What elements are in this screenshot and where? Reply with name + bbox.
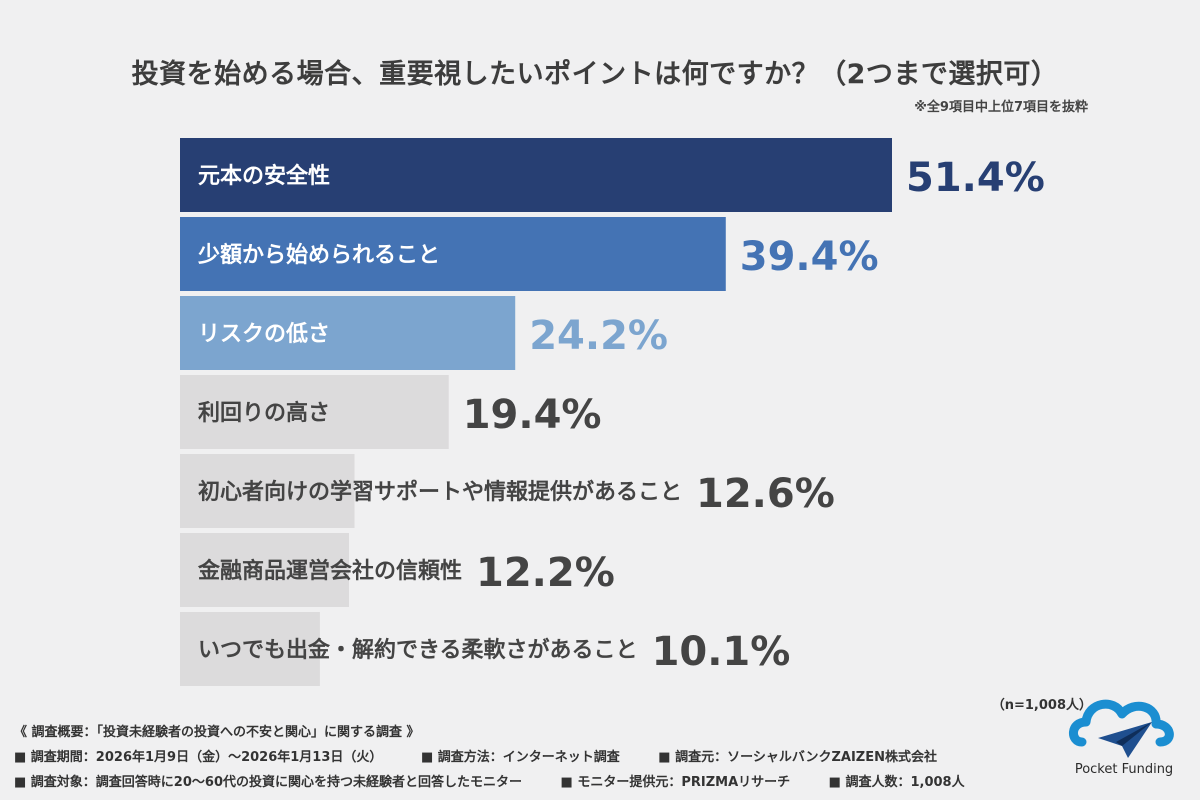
survey-row-1: ■ 調査期間：2026年1月9日（金）〜2026年1月13日（火） ■ 調査方法… <box>14 745 965 770</box>
survey-target: ■ 調査対象：調査回答時に20〜60代の投資に関心を持つ未経験者と回答したモニタ… <box>14 775 522 790</box>
value-label-1: 51.4% <box>906 155 1045 201</box>
bar-7 <box>180 612 320 686</box>
category-label-3: リスクの低さ <box>198 322 330 347</box>
category-label-1: 元本の安全性 <box>198 163 330 189</box>
category-label-4: 利回りの高さ <box>198 400 330 426</box>
value-label-3: 24.2% <box>529 313 668 359</box>
survey-footer: 《 調査概要：「投資未経験者の投資への不安と関心」に関する調査 》 ■ 調査期間… <box>14 720 965 795</box>
category-label-6: 金融商品運営会社の信頼性 <box>197 558 462 584</box>
value-label-4: 19.4% <box>463 392 602 438</box>
logo-text: Pocket Funding <box>1074 762 1174 777</box>
bar-4 <box>180 375 449 449</box>
pocket-funding-logo: Pocket Funding <box>1068 684 1180 784</box>
survey-source: ■ 調査元：ソーシャルバンクZAIZEN株式会社 <box>658 750 937 765</box>
survey-period: ■ 調査期間：2026年1月9日（金）〜2026年1月13日（火） <box>14 750 383 765</box>
chart-title: 投資を始める場合、重要視したいポイントは何ですか？（2つまで選択可） <box>131 59 1059 90</box>
category-label-2: 少額から始められること <box>197 242 440 268</box>
cloud-plane-icon <box>1069 699 1174 758</box>
bar-6 <box>180 533 349 607</box>
survey-count: ■ 調査人数：1,008人 <box>828 775 965 790</box>
category-label-5: 初心者向けの学習サポートや情報提供があること <box>198 479 682 505</box>
category-label-7: いつでも出金・解約できる柔軟さがあること <box>198 637 638 663</box>
sample-size-note: （n=1,008人） <box>991 698 1092 713</box>
bar-2 <box>180 217 726 291</box>
survey-heading: 《 調査概要：「投資未経験者の投資への不安と関心」に関する調査 》 <box>14 725 420 740</box>
value-label-2: 39.4% <box>740 234 879 280</box>
bar-3 <box>180 296 516 370</box>
subset-note: ※全9項目中上位7項目を抜粋 <box>914 100 1088 115</box>
survey-method: ■ 調査方法：インターネット調査 <box>420 750 620 765</box>
survey-provider: ■ モニター提供元：PRIZMAリサーチ <box>560 775 791 790</box>
bar-1 <box>180 138 892 212</box>
value-label-5: 12.6% <box>696 471 835 517</box>
bar-5 <box>180 454 355 528</box>
survey-row-2: ■ 調査対象：調査回答時に20〜60代の投資に関心を持つ未経験者と回答したモニタ… <box>14 770 965 795</box>
value-label-6: 12.2% <box>476 550 615 596</box>
value-label-7: 10.1% <box>652 629 791 675</box>
